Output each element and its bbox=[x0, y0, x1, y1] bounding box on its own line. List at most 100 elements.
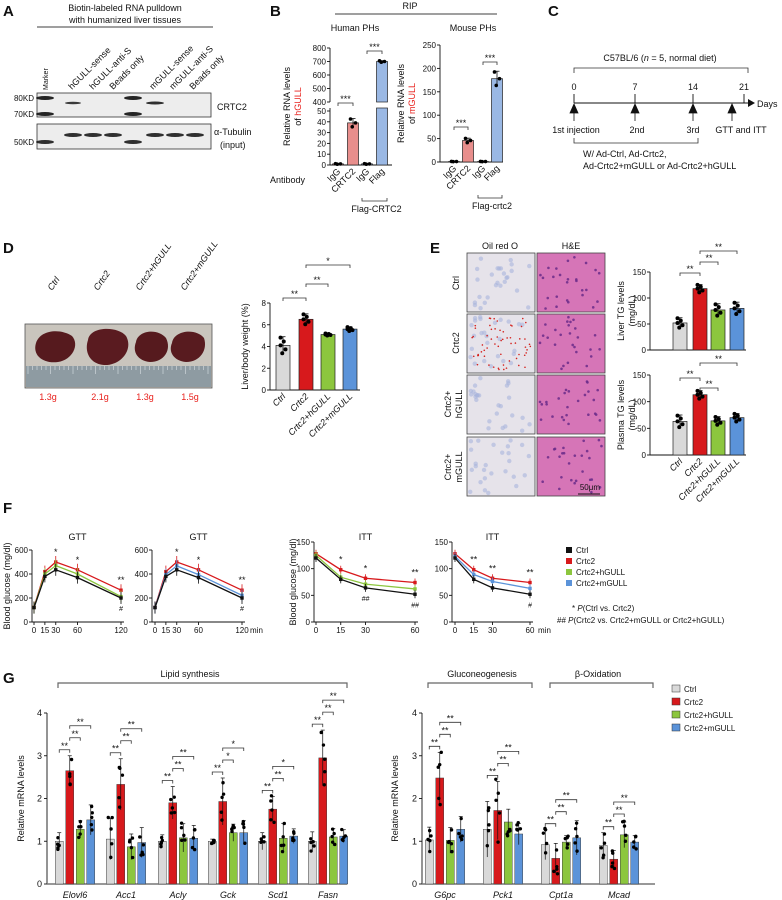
nucleus bbox=[567, 323, 570, 327]
chart-title: Human PHs bbox=[331, 23, 380, 33]
data-point bbox=[713, 415, 718, 420]
nucleus bbox=[479, 330, 484, 336]
significance-label: ** bbox=[314, 715, 322, 725]
bar bbox=[376, 107, 388, 166]
data-point bbox=[599, 846, 603, 850]
protein-band bbox=[104, 133, 122, 137]
nucleus bbox=[469, 467, 475, 473]
nucleus bbox=[588, 456, 591, 460]
significance-bracket bbox=[497, 751, 520, 755]
data-point bbox=[601, 853, 606, 857]
data-point bbox=[436, 765, 440, 769]
significance-bracket bbox=[172, 756, 195, 760]
data-point bbox=[698, 390, 703, 395]
x-tick-label: 120 bbox=[235, 626, 249, 635]
bar bbox=[208, 841, 217, 885]
data-point bbox=[311, 840, 315, 844]
y-tick-label: 0 bbox=[262, 386, 267, 395]
data-point bbox=[109, 827, 113, 831]
significance-label: ** bbox=[164, 772, 172, 782]
significance-label: ** bbox=[291, 289, 299, 299]
category-label: Flag bbox=[367, 166, 386, 185]
data-point bbox=[323, 770, 327, 774]
data-point bbox=[528, 586, 532, 591]
gene-label: G6pc bbox=[434, 890, 456, 900]
lipid-droplet bbox=[494, 328, 496, 330]
data-point bbox=[209, 841, 214, 846]
nucleus bbox=[594, 413, 598, 416]
gene-label: Acc1 bbox=[115, 890, 136, 900]
nucleus bbox=[589, 348, 592, 351]
y-tick-label: 500 bbox=[313, 85, 327, 94]
significance-label: * bbox=[54, 547, 58, 557]
days-unit: Days bbox=[757, 99, 778, 109]
data-point bbox=[573, 826, 578, 831]
bar bbox=[298, 318, 314, 391]
significance-label: ** bbox=[615, 805, 623, 815]
y-tick-label: 50 bbox=[301, 591, 310, 600]
nucleus bbox=[514, 483, 519, 489]
data-point bbox=[304, 314, 309, 319]
legend-label: Crtc2+mGULL bbox=[684, 724, 736, 733]
nucleus bbox=[596, 388, 599, 392]
group-label: Flag-crtc2 bbox=[472, 201, 512, 211]
y-tick-label: 4 bbox=[262, 343, 267, 352]
data-point bbox=[610, 864, 614, 869]
significance-label: ** bbox=[77, 717, 85, 727]
day-label: 21 bbox=[739, 82, 749, 92]
significance-label: * bbox=[281, 757, 285, 767]
data-point bbox=[490, 579, 495, 584]
cohort-suffix: = 5, normal diet) bbox=[649, 53, 717, 63]
lipid-droplet bbox=[480, 351, 483, 353]
significance-bracket bbox=[311, 723, 324, 728]
y-tick-label: 200 bbox=[135, 594, 149, 603]
data-point bbox=[78, 819, 83, 824]
data-point bbox=[219, 810, 224, 814]
row-label: hGULL bbox=[454, 390, 464, 419]
he-stain-image bbox=[536, 374, 606, 435]
data-point bbox=[460, 837, 464, 842]
significance-bracket bbox=[272, 765, 295, 770]
section-bracket bbox=[549, 682, 654, 688]
panel-f-legend: Ctrl Crtc2 Crtc2+hGULL Crtc2+mGULL * P(C… bbox=[557, 546, 725, 625]
data-point bbox=[159, 840, 164, 845]
data-point bbox=[732, 306, 737, 311]
data-point bbox=[680, 422, 685, 427]
data-point bbox=[309, 837, 313, 841]
chart-title: GTT bbox=[190, 532, 208, 542]
data-point bbox=[367, 162, 372, 166]
lipid-droplet bbox=[510, 342, 512, 345]
data-point bbox=[106, 815, 110, 820]
lipid-droplet bbox=[523, 354, 526, 357]
nucleus bbox=[506, 450, 511, 456]
data-point bbox=[90, 828, 94, 832]
lipid-droplet bbox=[498, 368, 500, 371]
significance-bracket bbox=[679, 377, 701, 381]
lipid-droplet bbox=[486, 347, 488, 349]
lipid-droplet bbox=[501, 338, 504, 341]
data-point bbox=[515, 828, 520, 832]
nucleus bbox=[489, 471, 494, 476]
lipid-droplet bbox=[529, 345, 532, 348]
nucleus bbox=[473, 464, 478, 469]
data-point bbox=[478, 159, 483, 164]
legend-label: Crtc2 bbox=[576, 557, 596, 566]
lipid-droplet bbox=[471, 336, 473, 339]
y-tick-label: 0 bbox=[37, 879, 42, 889]
data-point bbox=[75, 575, 80, 580]
nucleus bbox=[519, 428, 525, 433]
data-point bbox=[278, 343, 283, 348]
significance-label: ** bbox=[686, 264, 694, 274]
series-line bbox=[454, 553, 531, 584]
y-tick-label: 150 bbox=[297, 538, 311, 547]
nucleus bbox=[485, 295, 490, 300]
data-point bbox=[713, 418, 718, 423]
nucleus bbox=[598, 486, 602, 489]
nucleus bbox=[565, 413, 568, 417]
chart-plasma-tg: 050100150CtrlCrtc2Crtc2+hGULLCrtc2+mGULL… bbox=[616, 354, 746, 504]
data-point bbox=[141, 843, 146, 847]
legend-swatch bbox=[566, 580, 572, 586]
significance-bracket bbox=[453, 126, 469, 130]
x-tick-label: 60 bbox=[73, 626, 82, 635]
